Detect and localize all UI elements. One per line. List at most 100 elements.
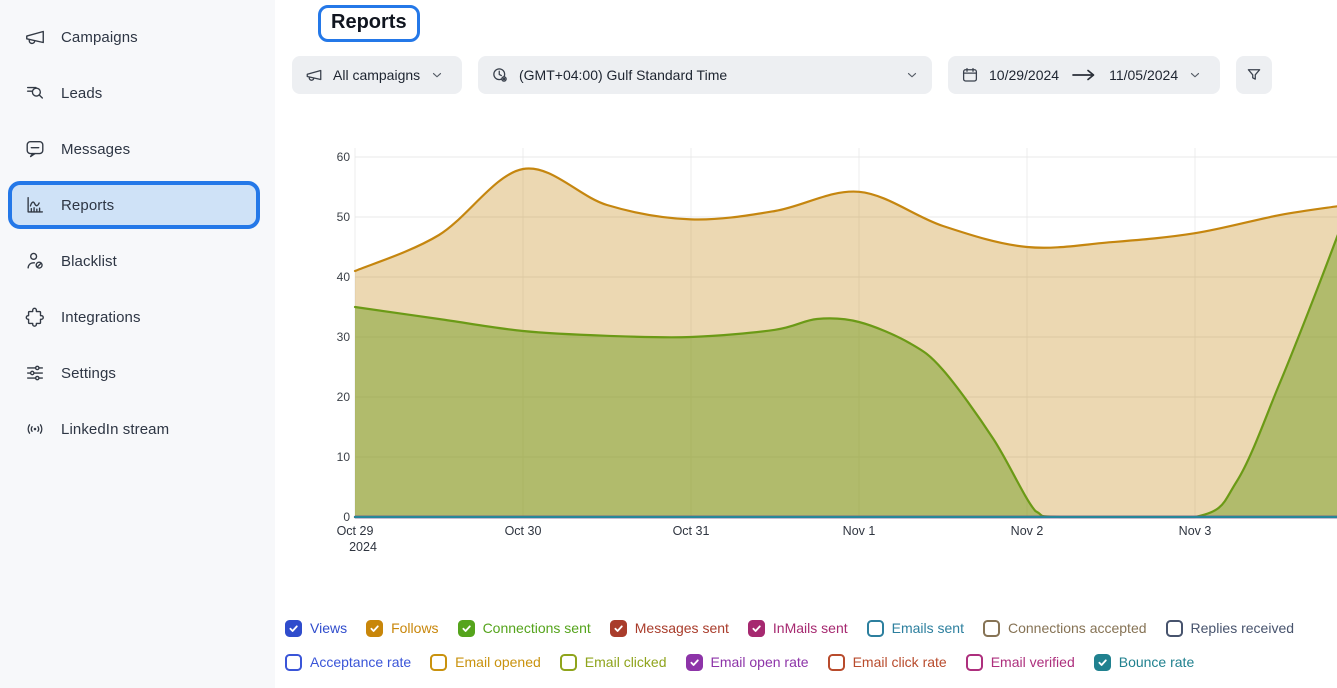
sidebar-item-linkedin-stream[interactable]: LinkedIn stream bbox=[0, 401, 275, 457]
legend-item[interactable]: Connections accepted bbox=[982, 619, 1147, 637]
leads-search-icon bbox=[24, 82, 46, 104]
legend-item[interactable]: Email verified bbox=[965, 653, 1075, 671]
legend-checkbox[interactable] bbox=[609, 619, 627, 637]
svg-text:20: 20 bbox=[337, 390, 351, 404]
legend-item[interactable]: Email opened bbox=[430, 653, 541, 671]
legend-checkbox[interactable] bbox=[430, 653, 448, 671]
sidebar-item-label: Leads bbox=[61, 84, 103, 102]
legend-item[interactable]: Bounce rate bbox=[1093, 653, 1195, 671]
legend-label[interactable]: Replies received bbox=[1190, 620, 1295, 636]
svg-text:Nov 3: Nov 3 bbox=[1179, 524, 1212, 538]
legend-label[interactable]: Email verified bbox=[990, 654, 1075, 670]
legend-label[interactable]: Email click rate bbox=[852, 654, 947, 670]
svg-text:0: 0 bbox=[343, 510, 350, 524]
sidebar-item-messages[interactable]: Messages bbox=[0, 121, 275, 177]
svg-text:30: 30 bbox=[337, 330, 351, 344]
legend-label[interactable]: Connections sent bbox=[482, 620, 591, 636]
sidebar-item-label: Integrations bbox=[61, 308, 141, 326]
legend-label[interactable]: Emails sent bbox=[891, 620, 964, 636]
legend-checkbox[interactable] bbox=[366, 619, 384, 637]
legend-checkbox[interactable] bbox=[1093, 653, 1111, 671]
filter-button[interactable] bbox=[1236, 56, 1272, 94]
chevron-down-icon bbox=[905, 68, 919, 82]
legend-checkbox[interactable] bbox=[285, 619, 302, 637]
sidebar-item-settings[interactable]: Settings bbox=[0, 345, 275, 401]
svg-text:Nov 2: Nov 2 bbox=[1011, 524, 1044, 538]
legend-checkbox[interactable] bbox=[457, 619, 475, 637]
date-range-start: 10/29/2024 bbox=[989, 67, 1060, 83]
legend-item[interactable]: Email click rate bbox=[827, 653, 947, 671]
megaphone-icon bbox=[305, 66, 323, 84]
legend-item[interactable]: Acceptance rate bbox=[285, 653, 412, 671]
legend-item[interactable]: Email clicked bbox=[559, 653, 667, 671]
svg-text:Nov 1: Nov 1 bbox=[843, 524, 876, 538]
sidebar-item-blacklist[interactable]: Blacklist bbox=[0, 233, 275, 289]
legend-checkbox[interactable] bbox=[827, 653, 845, 671]
campaigns-filter-label: All campaigns bbox=[333, 67, 421, 83]
sidebar: Campaigns Leads Messages Reports Blacklist In… bbox=[0, 0, 275, 688]
legend-checkbox[interactable] bbox=[747, 619, 765, 637]
arrow-right-icon bbox=[1071, 67, 1097, 83]
legend-item[interactable]: Email open rate bbox=[685, 653, 809, 671]
legend-label[interactable]: Acceptance rate bbox=[310, 654, 412, 670]
campaigns-filter-dropdown[interactable]: All campaigns bbox=[292, 56, 462, 94]
svg-text:Oct 29: Oct 29 bbox=[337, 524, 374, 538]
legend-label[interactable]: InMails sent bbox=[772, 620, 848, 636]
bar-chart-icon bbox=[24, 194, 46, 216]
sidebar-item-label: Settings bbox=[61, 364, 116, 382]
sidebar-item-label: Reports bbox=[61, 196, 115, 214]
sidebar-item-label: Messages bbox=[61, 140, 131, 158]
legend-label[interactable]: Views bbox=[310, 620, 348, 636]
sidebar-item-label: Blacklist bbox=[61, 252, 117, 270]
puzzle-icon bbox=[24, 306, 46, 328]
svg-text:40: 40 bbox=[337, 270, 351, 284]
legend-row: Views Follows Connections sent Messages sen… bbox=[285, 614, 1337, 642]
legend-checkbox[interactable] bbox=[982, 619, 1000, 637]
date-range-end: 11/05/2024 bbox=[1109, 67, 1179, 83]
svg-text:60: 60 bbox=[337, 150, 351, 164]
sidebar-item-leads[interactable]: Leads bbox=[0, 65, 275, 121]
timezone-select[interactable]: (GMT+04:00) Gulf Standard Time bbox=[478, 56, 932, 94]
legend-checkbox[interactable] bbox=[685, 653, 703, 671]
legend-checkbox[interactable] bbox=[965, 653, 983, 671]
filter-row: All campaigns (GMT+04:00) Gulf Standard … bbox=[292, 56, 1272, 94]
legend-label[interactable]: Email clicked bbox=[584, 654, 667, 670]
legend-row: Acceptance rate Email opened Email clicked… bbox=[285, 648, 1337, 676]
legend-item[interactable]: Replies received bbox=[1165, 619, 1295, 637]
legend-checkbox[interactable] bbox=[559, 653, 577, 671]
sliders-icon bbox=[24, 362, 46, 384]
legend-item[interactable]: InMails sent bbox=[747, 619, 848, 637]
legend-checkbox[interactable] bbox=[866, 619, 884, 637]
legend-item[interactable]: Emails sent bbox=[866, 619, 964, 637]
legend-item[interactable]: Connections sent bbox=[457, 619, 591, 637]
chat-bubble-icon bbox=[24, 138, 46, 160]
svg-text:Oct 31: Oct 31 bbox=[673, 524, 710, 538]
sidebar-item-reports[interactable]: Reports bbox=[0, 177, 275, 233]
legend-label[interactable]: Messages sent bbox=[634, 620, 729, 636]
megaphone-icon bbox=[24, 26, 46, 48]
svg-text:2024: 2024 bbox=[349, 540, 377, 554]
date-range-picker[interactable]: 10/29/2024 11/05/2024 bbox=[948, 56, 1220, 94]
legend-checkbox[interactable] bbox=[1165, 619, 1183, 637]
funnel-icon bbox=[1245, 66, 1263, 84]
chevron-down-icon bbox=[1188, 68, 1202, 82]
legend-item[interactable]: Views bbox=[285, 619, 348, 637]
timezone-label: (GMT+04:00) Gulf Standard Time bbox=[519, 67, 728, 83]
svg-text:Oct 30: Oct 30 bbox=[505, 524, 542, 538]
legend-item[interactable]: Follows bbox=[366, 619, 439, 637]
legend-item[interactable]: Messages sent bbox=[609, 619, 729, 637]
reports-chart: Oct 29 2024 Oct 30 Oct 31 Nov 1 Nov 2 Nov 3 0 10… bbox=[330, 140, 1337, 554]
legend-label[interactable]: Follows bbox=[391, 620, 439, 636]
area-chart-svg: Oct 29 2024 Oct 30 Oct 31 Nov 1 Nov 2 Nov 3 0 10… bbox=[337, 148, 1337, 554]
chart-legend: Views Follows Connections sent Messages sen… bbox=[285, 614, 1337, 676]
page-title: Reports bbox=[318, 5, 420, 42]
sidebar-item-campaigns[interactable]: Campaigns bbox=[0, 9, 275, 65]
clock-icon bbox=[491, 66, 509, 84]
sidebar-item-integrations[interactable]: Integrations bbox=[0, 289, 275, 345]
sidebar-item-label: LinkedIn stream bbox=[61, 420, 170, 438]
legend-label[interactable]: Bounce rate bbox=[1118, 654, 1195, 670]
legend-label[interactable]: Connections accepted bbox=[1007, 620, 1147, 636]
legend-label[interactable]: Email open rate bbox=[710, 654, 809, 670]
legend-label[interactable]: Email opened bbox=[455, 654, 541, 670]
legend-checkbox[interactable] bbox=[285, 653, 302, 671]
